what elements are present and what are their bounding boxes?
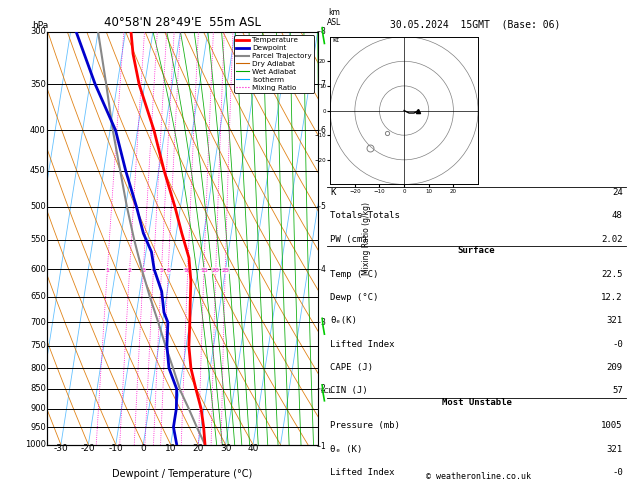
Text: 350: 350: [30, 80, 46, 89]
Text: 24: 24: [612, 188, 623, 197]
Text: 850: 850: [30, 384, 46, 394]
Text: 700: 700: [30, 318, 46, 327]
Text: Pressure (mb): Pressure (mb): [330, 421, 400, 431]
Text: Lifted Index: Lifted Index: [330, 340, 395, 349]
Text: 30.05.2024  15GMT  (Base: 06): 30.05.2024 15GMT (Base: 06): [390, 19, 560, 30]
Text: 750: 750: [30, 342, 46, 350]
Legend: Temperature, Dewpoint, Parcel Trajectory, Dry Adiabat, Wet Adiabat, Isotherm, Mi: Temperature, Dewpoint, Parcel Trajectory…: [234, 35, 314, 93]
Text: © weatheronline.co.uk: © weatheronline.co.uk: [426, 472, 530, 481]
Text: 4: 4: [152, 268, 155, 273]
Text: 57: 57: [612, 386, 623, 396]
Text: 20: 20: [192, 444, 204, 453]
Text: K: K: [330, 188, 336, 197]
Text: Most Unstable: Most Unstable: [442, 398, 511, 407]
Text: 10: 10: [184, 268, 192, 273]
Text: 450: 450: [30, 166, 46, 175]
Text: 48: 48: [612, 211, 623, 221]
Title: 40°58'N 28°49'E  55m ASL: 40°58'N 28°49'E 55m ASL: [104, 16, 261, 29]
Text: CIN (J): CIN (J): [330, 386, 368, 396]
Text: 3: 3: [320, 318, 325, 327]
Text: 30: 30: [220, 444, 231, 453]
Text: 321: 321: [606, 316, 623, 326]
Text: 1: 1: [320, 442, 325, 451]
Text: 500: 500: [30, 202, 46, 211]
Text: 10: 10: [165, 444, 177, 453]
Text: -0: -0: [612, 468, 623, 477]
Text: CAPE (J): CAPE (J): [330, 363, 373, 372]
Text: 300: 300: [30, 27, 46, 36]
Text: Surface: Surface: [458, 246, 495, 256]
Text: kt: kt: [333, 36, 340, 43]
Text: 1000: 1000: [25, 440, 46, 449]
Text: km
ASL: km ASL: [326, 8, 341, 27]
Text: PW (cm): PW (cm): [330, 235, 368, 244]
Text: 1: 1: [106, 268, 109, 273]
Text: 900: 900: [30, 404, 46, 413]
Text: -0: -0: [612, 340, 623, 349]
Text: 600: 600: [30, 265, 46, 274]
Text: 7: 7: [320, 80, 325, 89]
Text: 400: 400: [30, 126, 46, 135]
Text: 800: 800: [30, 364, 46, 373]
Text: 0: 0: [140, 444, 146, 453]
Text: 209: 209: [606, 363, 623, 372]
Text: Dewp (°C): Dewp (°C): [330, 293, 379, 302]
Text: 5: 5: [160, 268, 164, 273]
Text: hPa: hPa: [32, 20, 48, 30]
Text: 4: 4: [320, 265, 325, 274]
Text: Totals Totals: Totals Totals: [330, 211, 400, 221]
Text: 2: 2: [320, 384, 325, 394]
Text: 321: 321: [606, 445, 623, 454]
Text: -30: -30: [53, 444, 69, 453]
Text: Mixing Ratio (g/kg): Mixing Ratio (g/kg): [362, 202, 371, 275]
Text: 5: 5: [320, 202, 325, 211]
Text: 8: 8: [320, 27, 325, 36]
Text: 3: 3: [142, 268, 145, 273]
Text: θₑ(K): θₑ(K): [330, 316, 357, 326]
Text: -10: -10: [108, 444, 123, 453]
Text: 20: 20: [212, 268, 220, 273]
Text: 2.02: 2.02: [601, 235, 623, 244]
Text: 22.5: 22.5: [601, 270, 623, 279]
Text: 25: 25: [221, 268, 229, 273]
Text: Lifted Index: Lifted Index: [330, 468, 395, 477]
Text: θₑ (K): θₑ (K): [330, 445, 362, 454]
Text: 1005: 1005: [601, 421, 623, 431]
Text: -20: -20: [81, 444, 96, 453]
Text: 2: 2: [128, 268, 131, 273]
Text: 6: 6: [320, 126, 325, 135]
Text: Temp (°C): Temp (°C): [330, 270, 379, 279]
Text: 40: 40: [247, 444, 259, 453]
Text: 6: 6: [166, 268, 170, 273]
Text: LCL: LCL: [320, 388, 333, 394]
Text: 12.2: 12.2: [601, 293, 623, 302]
Text: 950: 950: [30, 423, 46, 432]
Text: 550: 550: [30, 235, 46, 244]
Text: Dewpoint / Temperature (°C): Dewpoint / Temperature (°C): [113, 469, 252, 480]
Text: 650: 650: [30, 293, 46, 301]
Text: 15: 15: [200, 268, 208, 273]
